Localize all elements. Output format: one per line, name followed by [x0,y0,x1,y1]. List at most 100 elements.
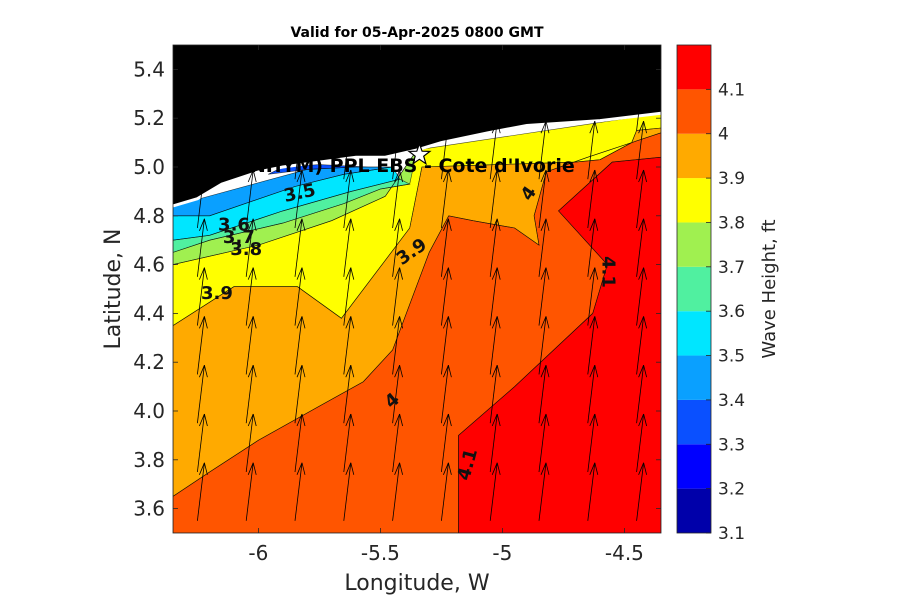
colorbar-band [677,488,711,533]
colorbar-tick-label: 3.2 [718,480,745,500]
colorbar-band [677,178,711,223]
wave-arrow [294,316,306,375]
x-tick-label: -5 [492,541,512,565]
contour-region-3.8 [173,113,661,326]
plot-area: 3.53.63.73.8 3.93.944.144.1 (ONHYM) PPL E… [173,45,661,533]
wave-arrow [294,365,306,424]
colorbar-band [677,444,711,489]
colorbar-band [677,399,711,445]
wave-arrow [538,316,550,375]
wave-arrow [197,218,208,277]
wave-arrow [587,413,599,473]
wave-direction-arrows [197,72,647,521]
station-marker: (ONHYM) PPL EBS - Cote d'Ivorie [225,142,575,177]
y-tick-label: 5.4 [133,57,165,81]
wave-arrow [343,413,355,473]
wave-arrow [587,365,599,424]
colorbar-band [677,45,711,90]
colorbar-tick-label: 3.4 [718,391,745,411]
wave-arrow [343,316,355,375]
colorbar-band [677,311,711,356]
wave-arrow [587,462,599,521]
wave-arrow [636,413,647,473]
wave-arrow [489,316,501,375]
colorbar-tick-label: 4.1 [718,80,745,100]
wave-arrow [636,365,647,424]
wave-arrow [489,121,501,180]
wave-arrow [294,169,306,229]
colorbar-band [677,222,711,267]
x-tick-label: -6 [248,541,268,565]
contour-region-3.6 [173,179,410,253]
wave-arrow [343,121,355,180]
wave-arrow [636,316,647,375]
wave-arrow [489,169,501,229]
wave-arrow [343,365,355,424]
contour-region-4 [173,132,661,533]
colorbar-tick-label: 3.3 [718,435,745,455]
contour-label: 3.6 [218,215,250,236]
wave-arrow [294,267,306,326]
contour-label: 3.7 [223,227,255,248]
wave-arrow [245,365,257,424]
land-mass [173,45,661,208]
y-tick-label: 3.8 [133,448,165,472]
wave-arrow [538,121,550,180]
wave-arrow [343,218,355,277]
wave-arrow [441,169,452,229]
x-axis-label: Longitude, W [344,571,489,596]
wave-arrow [489,267,501,326]
wave-arrow [587,316,599,375]
wave-arrow [197,413,208,473]
contour-region-3.4 [173,167,393,216]
contour-regions [173,113,661,533]
x-axis-ticks: -6 -5.5 -5 -4.5 [248,45,644,565]
wave-arrow [294,121,306,180]
colorbar-tick-label: 3.8 [718,213,745,233]
x-tick-label: -5.5 [361,541,400,565]
wave-arrow [197,316,208,375]
wave-arrow [294,462,306,521]
wave-arrow [441,365,452,424]
colorbar-tick-label: 3.9 [718,169,745,189]
y-axis-ticks: 3.6 3.8 4.0 4.2 4.4 4.6 4.8 5.0 5.2 5.4 [133,57,661,521]
y-tick-label: 4.8 [133,204,165,228]
colorbar-tick-label: 3.7 [718,258,745,278]
wave-arrow [245,267,257,326]
y-tick-label: 5.2 [133,106,165,130]
wave-arrow [489,462,501,521]
colorbar-tick-label: 3.5 [718,347,745,367]
wave-arrow [441,413,452,473]
wave-arrow [538,267,550,326]
wave-arrow [587,267,599,326]
wave-arrow [245,462,257,521]
colorbar-tick-label: 3.6 [718,302,745,322]
wave-arrow [294,218,306,277]
colorbar-band [677,266,711,312]
contour-label: 3.9 [201,283,233,304]
contour-region-4.1 [458,157,661,533]
colorbar-band [677,355,711,400]
contour-region-3.7 [173,149,417,265]
wave-arrow [587,218,599,277]
colorbar-tick-label: 4 [718,125,729,145]
wave-arrow [489,413,501,473]
wave-arrow [441,462,452,521]
wave-arrow [245,169,257,229]
y-axis-label: Latitude, N [101,229,126,350]
wave-arrow [245,218,257,277]
land-polygon [173,45,661,206]
wave-arrow [245,413,257,473]
wave-arrow [392,218,403,277]
wave-arrow [587,169,599,229]
wave-arrow [538,462,550,521]
wave-arrow [489,218,501,277]
wave-arrow [343,169,355,229]
wave-arrow [245,316,257,375]
wave-arrow [197,365,208,424]
colorbar-band [677,89,711,134]
coastline [173,111,661,208]
wave-arrow [392,365,403,424]
y-tick-label: 4.2 [133,350,165,374]
